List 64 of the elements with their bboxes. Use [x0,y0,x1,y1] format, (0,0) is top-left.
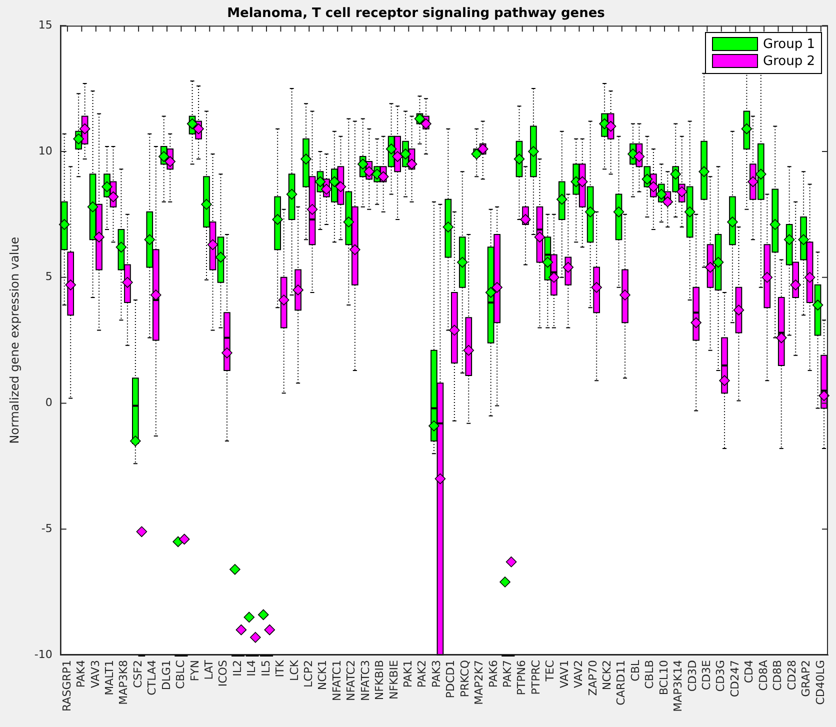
x-tick-label: DLG1 [160,660,173,690]
x-tick-label: CD3E [700,660,714,690]
x-tick-label: CD8B [771,660,784,691]
x-tick-label: IL4 [245,660,258,676]
x-tick-label: CBLB [643,660,656,689]
x-tick-label: CBL [628,659,642,682]
x-tick-label: GRAP2 [800,660,813,697]
x-tick-label: MAP3K14 [672,660,685,712]
x-tick-label: CD3D [686,660,699,692]
x-tick-label: CD3G [714,660,728,692]
x-tick-label: PRKCQ [458,660,472,698]
x-tick-label: CD247 [728,660,742,698]
x-tick-label: CD40LG [814,660,827,705]
chart-title: Melanoma, T cell receptor signaling pathway genes [227,6,606,22]
x-tick-label: IL5 [259,660,272,676]
x-tick-label: PTPRC [529,660,542,695]
x-tick-label: NFATC3 [358,660,372,701]
x-tick-label: ZAP70 [586,660,600,696]
x-tick-label: NCK1 [316,660,330,690]
x-tick-label: MAP2K7 [472,660,486,705]
x-tick-label: NCK2 [600,660,614,690]
x-tick-label: VAV3 [88,660,102,688]
x-tick-label: ICOS [216,660,230,687]
legend-label: Group 2 [763,54,815,69]
x-tick-label: NFATC2 [344,660,358,701]
y-tick-label: 15 [38,18,52,32]
x-tick-label: PAK3 [430,660,443,688]
x-tick-label: CD8A [756,660,770,691]
x-tick-label: TEC [544,660,557,682]
x-tick-label: PAK2 [416,660,429,688]
x-tick-label: FYN [188,660,202,682]
y-axis-title: Normalized gene expression value [7,236,22,444]
x-tick-label: PTPN6 [515,660,528,696]
x-tick-label: PAK7 [501,660,514,688]
y-tick-label: 10 [38,144,52,158]
x-tick-label: NFKBIE [387,660,400,700]
x-tick-label: PAK1 [402,660,415,688]
x-tick-label: IL2 [230,660,244,676]
x-tick-label: VAV2 [572,660,586,688]
x-tick-label: CD28 [785,660,798,690]
x-tick-label: CBLC [174,660,188,690]
y-tick-label: -5 [41,522,52,535]
x-tick-label: LCP2 [302,660,315,688]
y-tick-label: -10 [34,648,52,661]
x-tick-label: RASGRP1 [60,660,74,712]
x-tick-label: PAK6 [486,660,500,688]
x-tick-label: PAK4 [74,660,88,688]
x-tick-label: CSF2 [131,660,144,688]
x-tick-label: MAP3K8 [117,660,130,705]
x-tick-label: ITK [274,659,287,678]
x-tick-label: CD4 [742,660,756,684]
x-tick-label: LCK [288,659,301,682]
y-tick-label: 0 [45,396,52,410]
x-tick-label: CTLA4 [146,660,159,696]
x-tick-label: BCL10 [657,660,670,696]
x-tick-label: MALT1 [102,660,116,696]
legend-label: Group 1 [763,36,815,52]
y-tick-label: 5 [45,270,52,284]
x-tick-label: VAV1 [558,660,571,688]
x-tick-label: CARD11 [614,660,628,706]
x-tick-label: LAT [202,660,216,680]
x-tick-label: NFKBIB [373,660,386,700]
x-tick-label: PDCD1 [444,660,458,698]
x-tick-label: NFATC1 [330,660,344,701]
